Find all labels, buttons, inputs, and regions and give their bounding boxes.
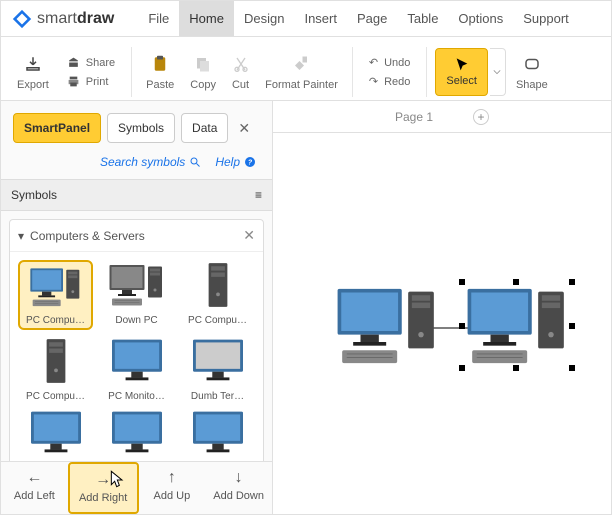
undo-icon: ↶ <box>369 56 378 69</box>
tab-data[interactable]: Data <box>181 113 228 143</box>
symbol-thumb[interactable]: PC Monito… <box>99 336 174 402</box>
copy-button[interactable]: Copy <box>184 43 222 101</box>
menu-table[interactable]: Table <box>397 1 448 36</box>
menu-support[interactable]: Support <box>513 1 579 36</box>
symbol-thumb[interactable]: PC Compu… <box>18 336 93 402</box>
arrow-right-icon: → <box>74 472 133 488</box>
shape-button[interactable]: Shape <box>510 43 554 101</box>
symbols-header: Symbols <box>11 188 57 202</box>
cut-button[interactable]: Cut <box>226 43 255 101</box>
selection-handle[interactable] <box>569 323 575 329</box>
menu-page[interactable]: Page <box>347 1 397 36</box>
logo-bold: draw <box>77 10 114 28</box>
search-symbols-label: Search symbols <box>100 155 185 169</box>
copy-label: Copy <box>190 79 216 91</box>
category-collapse-icon[interactable]: ▾ <box>18 229 24 243</box>
app-logo: smartdraw <box>11 8 114 30</box>
tab-symbols[interactable]: Symbols <box>107 113 175 143</box>
add-down-button[interactable]: ↓ Add Down <box>205 462 272 514</box>
tab-smartpanel[interactable]: SmartPanel <box>13 113 101 143</box>
help-label: Help <box>215 155 240 169</box>
symbol-thumb[interactable]: Down PC <box>99 260 174 330</box>
symbol-caption: Down PC <box>99 315 174 326</box>
selection-handle[interactable] <box>459 365 465 371</box>
add-right-button[interactable]: → Add Right <box>68 462 139 514</box>
page-label[interactable]: Page 1 <box>395 110 433 124</box>
select-dropdown[interactable] <box>490 48 506 96</box>
symbol-thumb[interactable]: PC Compu… <box>180 260 255 330</box>
arrow-left-icon: ← <box>5 470 64 486</box>
undo-button[interactable]: ↶ Undo <box>369 56 411 69</box>
logo-thin: smart <box>37 10 77 28</box>
export-button[interactable]: Export <box>11 43 55 101</box>
select-label: Select <box>446 75 477 87</box>
symbol-thumb[interactable] <box>18 408 93 461</box>
select-button[interactable]: Select <box>435 48 488 96</box>
add-left-button[interactable]: ← Add Left <box>1 462 68 514</box>
symbol-caption: PC Monito… <box>99 391 174 402</box>
chevron-down-icon <box>493 68 501 76</box>
canvas-pc-1[interactable] <box>333 283 443 371</box>
menu-insert[interactable]: Insert <box>294 1 347 36</box>
add-down-label: Add Down <box>213 490 264 502</box>
print-button[interactable]: Print <box>67 75 115 88</box>
selection-handle[interactable] <box>459 323 465 329</box>
selection-handle[interactable] <box>513 279 519 285</box>
menu-design[interactable]: Design <box>234 1 294 36</box>
symbol-thumb[interactable] <box>99 408 174 461</box>
arrow-up-icon: ↑ <box>143 470 202 486</box>
undo-label: Undo <box>384 57 410 69</box>
svg-text:?: ? <box>248 160 253 167</box>
cursor-icon <box>454 57 470 73</box>
symbol-caption: Dumb Ter… <box>180 391 255 402</box>
close-tabs-icon[interactable]: ✕ <box>238 120 250 137</box>
share-button[interactable]: Share <box>67 56 115 69</box>
help-icon: ? <box>244 156 256 168</box>
redo-button[interactable]: ↷ Redo <box>369 75 411 88</box>
selection-handle[interactable] <box>569 279 575 285</box>
paste-label: Paste <box>146 79 174 91</box>
paste-button[interactable]: Paste <box>140 43 180 101</box>
canvas-pc-2[interactable] <box>463 283 573 371</box>
main-menu: File Home Design Insert Page Table Optio… <box>138 1 578 36</box>
format-painter-label: Format Painter <box>265 79 338 91</box>
symbol-thumb[interactable]: Dumb Ter… <box>180 336 255 402</box>
symbol-caption: PC Compu… <box>18 391 93 402</box>
cut-label: Cut <box>232 79 249 91</box>
symbol-caption: PC Compu… <box>22 315 89 326</box>
shape-label: Shape <box>516 79 548 91</box>
category-name: Computers & Servers <box>30 229 145 243</box>
selection-handle[interactable] <box>513 365 519 371</box>
export-label: Export <box>17 79 49 91</box>
selection-handle[interactable] <box>459 279 465 285</box>
add-up-label: Add Up <box>154 490 191 502</box>
symbols-menu-icon[interactable]: ≡ <box>255 188 262 202</box>
menu-options[interactable]: Options <box>448 1 513 36</box>
redo-icon: ↷ <box>369 75 378 88</box>
help-link[interactable]: Help ? <box>215 155 256 169</box>
print-label: Print <box>86 76 109 88</box>
selection-handle[interactable] <box>569 365 575 371</box>
canvas[interactable] <box>273 133 611 514</box>
symbol-caption: PC Compu… <box>180 315 255 326</box>
arrow-down-icon: ↓ <box>209 470 268 486</box>
symbol-thumb[interactable] <box>180 408 255 461</box>
category-close-icon[interactable]: ✕ <box>243 227 255 244</box>
format-painter-button[interactable]: Format Painter <box>259 43 344 101</box>
add-up-button[interactable]: ↑ Add Up <box>139 462 206 514</box>
add-right-label: Add Right <box>79 492 127 504</box>
search-symbols-link[interactable]: Search symbols <box>100 155 201 169</box>
menu-file[interactable]: File <box>138 1 179 36</box>
symbol-thumb[interactable]: PC Compu… <box>18 260 93 330</box>
menu-home[interactable]: Home <box>179 1 234 36</box>
add-left-label: Add Left <box>14 490 55 502</box>
add-page-button[interactable]: + <box>473 109 489 125</box>
redo-label: Redo <box>384 76 410 88</box>
search-icon <box>189 156 201 168</box>
share-label: Share <box>86 57 115 69</box>
